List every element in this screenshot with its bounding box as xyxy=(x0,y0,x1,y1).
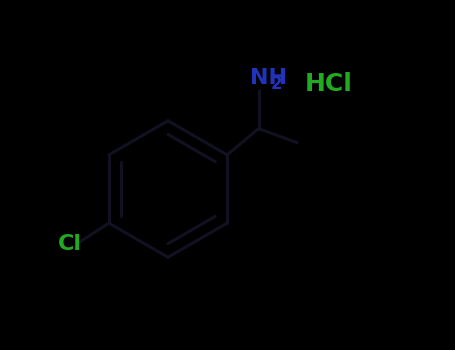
Text: Cl: Cl xyxy=(58,234,82,254)
Text: HCl: HCl xyxy=(304,72,352,96)
Text: NH: NH xyxy=(250,68,287,88)
Text: 2: 2 xyxy=(270,75,282,93)
